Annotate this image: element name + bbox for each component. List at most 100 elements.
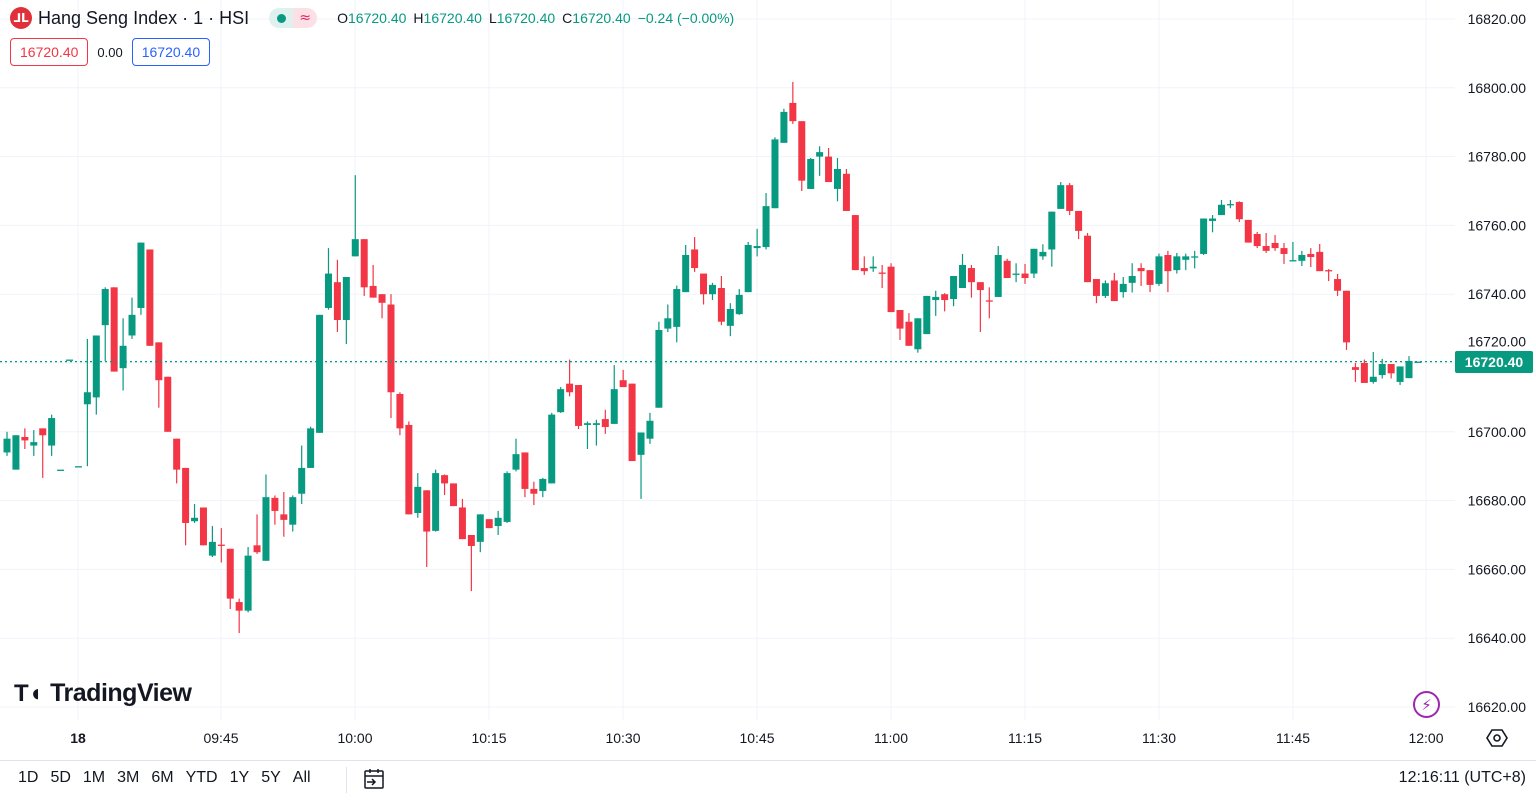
candle-body — [441, 475, 449, 484]
range-all-button[interactable]: All — [292, 769, 311, 786]
range-5d-button[interactable]: 5D — [50, 769, 71, 786]
price-tick-label: 16660.00 — [1468, 561, 1527, 577]
time-tick-label: 12:00 — [1408, 730, 1443, 746]
candle-body — [432, 473, 440, 531]
price-axis[interactable]: 16820.00 16800.00 16780.00 16760.00 16740.00… — [1468, 11, 1527, 715]
time-tick-label: 11:00 — [874, 730, 908, 746]
symbol-title[interactable]: Hang Seng Index · 1 · HSI — [38, 7, 250, 28]
tradingview-logo[interactable]: T◖ TradingView — [14, 679, 192, 708]
candle — [12, 435, 20, 470]
candle-body — [941, 294, 949, 301]
clock-timezone[interactable]: 12:16:11 (UTC+8) — [1398, 769, 1526, 786]
candle — [691, 237, 699, 272]
candle-body — [405, 424, 413, 515]
candle — [735, 289, 743, 315]
sell-button[interactable]: 16720.40 — [10, 38, 89, 66]
candle — [762, 193, 770, 250]
candle-body — [1146, 270, 1154, 285]
candle — [548, 412, 556, 484]
buy-button[interactable]: 16720.40 — [131, 38, 211, 66]
candle-body — [271, 497, 279, 511]
hsi-logo-icon[interactable]: ⅃L — [10, 7, 32, 29]
settings-gear-icon[interactable] — [1486, 727, 1508, 749]
candle — [494, 510, 502, 535]
candle — [1048, 211, 1056, 267]
candle-body — [217, 544, 225, 546]
candle — [164, 376, 172, 432]
price-tick-label: 16680.00 — [1468, 493, 1527, 509]
candle — [217, 528, 225, 563]
candle — [887, 263, 895, 313]
candle-body — [494, 517, 502, 527]
candle-body — [316, 314, 324, 433]
candle-body — [199, 507, 207, 546]
candle — [1405, 356, 1413, 379]
candle-body — [1057, 185, 1065, 209]
candle-body — [137, 242, 145, 308]
candle — [48, 414, 56, 456]
candle — [601, 409, 609, 434]
candle — [235, 598, 243, 634]
delayed-data-icon: ≈ — [293, 8, 318, 28]
candle-body — [735, 294, 743, 315]
go-to-date-calendar-icon[interactable] — [362, 767, 386, 791]
candle — [1235, 201, 1243, 222]
time-axis[interactable]: 18 09:45 10:00 10:15 10:30 10:45 11:00 11:15 11:… — [70, 730, 1444, 746]
candle — [1057, 182, 1065, 209]
candle — [664, 304, 672, 333]
candle — [798, 121, 806, 191]
price-tick-label: 16720.00 — [1468, 334, 1527, 350]
range-1d-button[interactable]: 1D — [18, 769, 39, 786]
candle-body — [798, 121, 806, 181]
candle-body — [976, 282, 984, 291]
candle — [1092, 279, 1100, 304]
range-1m-button[interactable]: 1M — [82, 769, 106, 786]
high-value: 16720.40 — [423, 10, 482, 26]
candle — [182, 467, 190, 546]
lightning-icon[interactable]: ⚡ — [1413, 691, 1440, 718]
candle — [557, 387, 565, 413]
candle — [1173, 252, 1181, 274]
candle-body — [646, 420, 654, 439]
open-label: O — [337, 10, 349, 26]
candle-body — [235, 602, 243, 611]
range-6m-button[interactable]: 6M — [151, 769, 174, 786]
candle-body — [753, 246, 761, 249]
candle — [959, 253, 967, 289]
status-pill[interactable]: ≈ — [269, 8, 318, 28]
tradingview-mark-icon: T◖ — [14, 679, 43, 707]
candle-body — [842, 173, 850, 211]
price-tick-label: 16800.00 — [1468, 80, 1527, 96]
candle-body — [92, 335, 100, 398]
range-1y-button[interactable]: 1Y — [229, 769, 250, 786]
candle — [137, 242, 145, 315]
candle — [1253, 231, 1261, 249]
candle-body — [619, 380, 627, 388]
range-ytd-button[interactable]: YTD — [185, 769, 218, 786]
candle — [146, 249, 154, 346]
candle-body — [1369, 376, 1377, 382]
candle-body — [262, 497, 270, 561]
range-5y-button[interactable]: 5Y — [261, 769, 281, 786]
candle — [1164, 250, 1172, 293]
last-price-label: 16720.40 — [1455, 351, 1533, 373]
candle-body — [628, 383, 636, 462]
candle — [369, 264, 377, 298]
candle-body — [48, 418, 56, 446]
candle — [1298, 250, 1306, 266]
candle — [485, 519, 493, 529]
candles — [3, 81, 1422, 634]
candle-body — [878, 272, 886, 274]
candle — [414, 473, 422, 518]
candle — [1244, 219, 1252, 243]
candle-body — [1262, 246, 1270, 251]
spread-value: 0.00 — [97, 44, 123, 60]
range-3m-button[interactable]: 3M — [117, 769, 140, 786]
candle — [512, 438, 520, 472]
candle-body — [1289, 260, 1297, 262]
candle-body — [932, 296, 940, 301]
candle-body — [1378, 364, 1386, 376]
price-tick-label: 16740.00 — [1468, 286, 1527, 302]
candle — [1021, 263, 1029, 284]
